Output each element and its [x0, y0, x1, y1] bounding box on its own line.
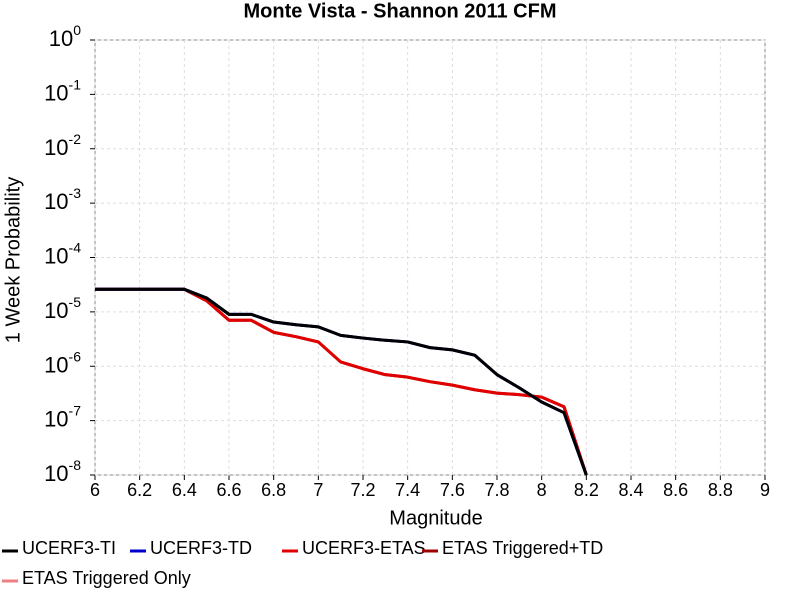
y-tick-label: 10-6 — [44, 348, 81, 377]
x-tick-label: 8.4 — [618, 480, 643, 500]
x-axis-label: Magnitude — [389, 507, 482, 529]
y-tick-exponent: -1 — [69, 76, 82, 92]
x-tick-label: 8.2 — [574, 480, 599, 500]
y-tick-label: 10-5 — [44, 294, 81, 323]
y-tick-base: 10 — [44, 243, 68, 268]
x-tick-label: 8.8 — [708, 480, 733, 500]
y-tick-base: 10 — [44, 352, 68, 377]
y-axis-label: 1 Week Probability — [2, 177, 24, 343]
legend-label: UCERF3-TI — [22, 538, 116, 558]
y-tick-base: 10 — [44, 461, 68, 486]
y-tick-label: 10-4 — [44, 239, 81, 268]
plot-area — [94, 39, 766, 476]
y-tick-label: 10-3 — [44, 185, 81, 214]
chart-title: Monte Vista - Shannon 2011 CFM — [243, 0, 556, 22]
x-tick-label: 7.6 — [440, 480, 465, 500]
y-tick-exponent: -6 — [69, 348, 82, 364]
x-tick-label: 8.6 — [663, 480, 688, 500]
x-tick-label: 7.8 — [484, 480, 509, 500]
x-tick-label: 6.6 — [216, 480, 241, 500]
y-tick-exponent: -8 — [69, 457, 82, 473]
y-tick-base: 10 — [44, 135, 68, 160]
x-tick-label: 6.2 — [127, 480, 152, 500]
y-tick-base: 10 — [44, 406, 68, 431]
y-tick-label: 100 — [49, 22, 81, 51]
x-tick-label: 9 — [760, 480, 770, 500]
x-tick-label: 6 — [90, 480, 100, 500]
y-tick-exponent: -5 — [69, 294, 82, 310]
y-tick-exponent: -4 — [69, 239, 82, 255]
y-tick-exponent: 0 — [73, 22, 81, 38]
legend-label: UCERF3-ETAS — [302, 538, 426, 558]
legend-label: ETAS Triggered Only — [22, 568, 191, 588]
y-tick-base: 10 — [44, 189, 68, 214]
x-tick-label: 7.4 — [395, 480, 420, 500]
y-tick-exponent: -7 — [69, 402, 82, 418]
y-tick-label: 10-2 — [44, 130, 81, 159]
legend-label: ETAS Triggered+TD — [442, 538, 603, 558]
legend-label: UCERF3-TD — [150, 538, 252, 558]
x-tick-label: 6.8 — [261, 480, 286, 500]
y-tick-base: 10 — [44, 80, 68, 105]
y-tick-base: 10 — [49, 26, 73, 51]
x-tick-label: 8 — [537, 480, 547, 500]
y-tick-label: 10-8 — [44, 457, 81, 486]
x-tick-label: 7.2 — [350, 480, 375, 500]
y-tick-exponent: -2 — [69, 130, 82, 146]
x-tick-label: 7 — [313, 480, 323, 500]
y-tick-exponent: -3 — [69, 185, 82, 201]
series-line — [95, 287, 588, 476]
y-tick-label: 10-7 — [44, 402, 81, 431]
x-tick-label: 6.4 — [172, 480, 197, 500]
y-tick-base: 10 — [44, 298, 68, 323]
y-tick-label: 10-1 — [44, 76, 81, 105]
